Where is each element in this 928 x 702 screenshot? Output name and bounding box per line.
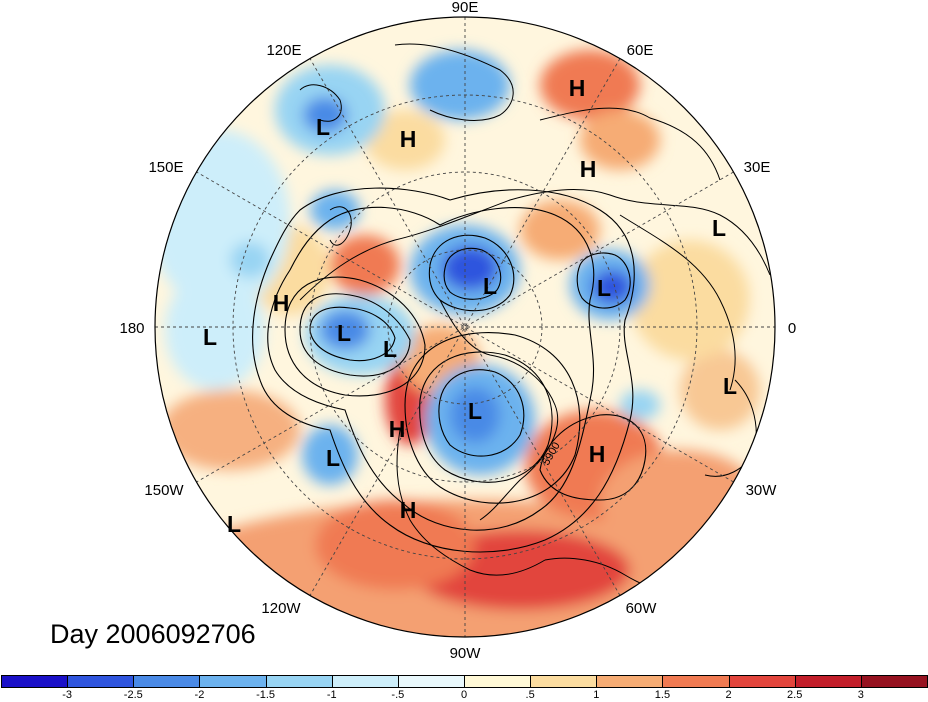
contour-polar-low-inner	[443, 247, 502, 300]
colorbar-tick-label: -1	[326, 689, 337, 701]
greenland-canada-coast	[439, 299, 559, 521]
contour-pacific-low-outer	[284, 276, 426, 397]
pressure-center-high: H	[273, 290, 290, 316]
pressure-center-low: L	[326, 445, 340, 471]
colorbar-tick-label: 1	[593, 689, 600, 701]
coastlines	[299, 43, 771, 595]
lon-label-120e: 120E	[266, 42, 301, 59]
lon-label-30w: 30W	[746, 482, 778, 499]
lon-label-180: 180	[119, 320, 144, 337]
pressure-centers: H H H L L L L H L L L L H L H L L H	[203, 75, 737, 537]
lon-label-150w: 150W	[144, 482, 184, 499]
pressure-center-high: H	[569, 75, 586, 101]
pressure-center-high: H	[580, 156, 597, 182]
height-contours	[252, 187, 647, 553]
colorbar-tick-label: -1.5	[256, 689, 276, 701]
alaska-coast	[329, 206, 352, 246]
colorbar-tick-label: -2.5	[123, 689, 143, 701]
contour-hemispheric-1	[267, 206, 595, 531]
contour-polar-low-outer	[428, 234, 515, 312]
anomaly-field	[155, 17, 775, 637]
pressure-center-high: H	[400, 126, 417, 152]
lon-label-0: 0	[788, 320, 796, 337]
meridian-60e-120w	[309, 58, 621, 596]
lon-label-90w: 90W	[450, 645, 482, 662]
colorbar-swatch	[728, 675, 796, 688]
colorbar-swatch	[662, 675, 730, 688]
contour-hemispheric-2	[252, 187, 635, 553]
colorbar-swatch	[397, 675, 465, 688]
europe-west-coast	[619, 214, 736, 391]
pressure-center-low: L	[316, 114, 330, 140]
colorbar-tick-label: 2	[725, 689, 732, 701]
pressure-center-high: H	[389, 416, 406, 442]
pressure-center-low: L	[383, 336, 397, 362]
colorbar-swatch	[265, 675, 333, 688]
scandinavia-coast	[539, 107, 721, 181]
colorbar-swatch	[596, 675, 664, 688]
eurasia-north-coast	[299, 189, 771, 301]
colorbar-swatch	[331, 675, 399, 688]
contour-pacific-low-inner	[299, 293, 411, 377]
colorbar-tick-label: 0	[460, 689, 468, 701]
arctic-siberia-coast	[394, 43, 514, 121]
colorbar-swatch	[794, 675, 862, 688]
longitude-labels: 90E 60E 30E 0 30W 60W 90W 120W 150W 180 …	[119, 0, 796, 662]
pressure-center-low: L	[227, 511, 241, 537]
lon-label-90e: 90E	[452, 0, 479, 16]
pressure-center-low: L	[723, 373, 737, 399]
colorbar-swatch	[67, 675, 135, 688]
kamchatka-coast	[299, 84, 342, 122]
pressure-center-low: L	[597, 275, 611, 301]
graticule	[155, 17, 775, 637]
pressure-center-low: L	[203, 324, 217, 350]
meridian-30w-150e	[196, 171, 734, 483]
map-border	[154, 16, 776, 638]
colorbar-swatch	[530, 675, 598, 688]
colorbar-swatch	[464, 675, 532, 688]
pressure-center-low: L	[712, 215, 726, 241]
pressure-center-low: L	[468, 398, 482, 424]
pressure-center-low: L	[337, 320, 351, 346]
contour-pacific-low-core	[309, 306, 396, 362]
contour-hudson-low-outer	[404, 332, 581, 504]
lon-label-150e: 150E	[148, 159, 183, 176]
colorbar-swatch	[1, 675, 69, 688]
colorbar-tick-label: 3	[857, 689, 864, 701]
colorbar-tick-label: -3	[62, 689, 73, 701]
colorbar-tick-label: 1.5	[654, 689, 671, 701]
lon-label-30e: 30E	[744, 159, 771, 176]
colorbar: -3 -2.5 -2 -1.5 -1 -.5 0 .5 1 1.5 2 2.5 3	[0, 675, 928, 702]
lon-label-60w: 60W	[626, 600, 658, 617]
contour-barents-low	[576, 252, 631, 309]
colorbar-swatch	[860, 675, 928, 688]
north-america-coast	[396, 429, 546, 576]
date-title: Day 2006092706	[50, 619, 256, 649]
pressure-center-high: H	[400, 497, 417, 523]
lon-label-120w: 120W	[261, 600, 301, 617]
colorbar-tick-label: .5	[525, 689, 535, 701]
meridian-60w-120e	[309, 58, 621, 596]
colorbar-swatch	[199, 675, 267, 688]
lon-label-60e: 60E	[627, 42, 654, 59]
colorbar-tick-label: -2	[194, 689, 205, 701]
pressure-center-high: H	[589, 441, 606, 467]
colorbar-tick-label: -.5	[391, 689, 405, 701]
pressure-center-low: L	[483, 273, 497, 299]
contour-atlantic-ridge	[539, 414, 647, 501]
colorbar-swatch	[133, 675, 201, 688]
colorbar-tick-label: 2.5	[787, 689, 803, 701]
contour-hudson-low-inner	[438, 369, 525, 457]
meridian-30e-150w	[196, 171, 734, 483]
